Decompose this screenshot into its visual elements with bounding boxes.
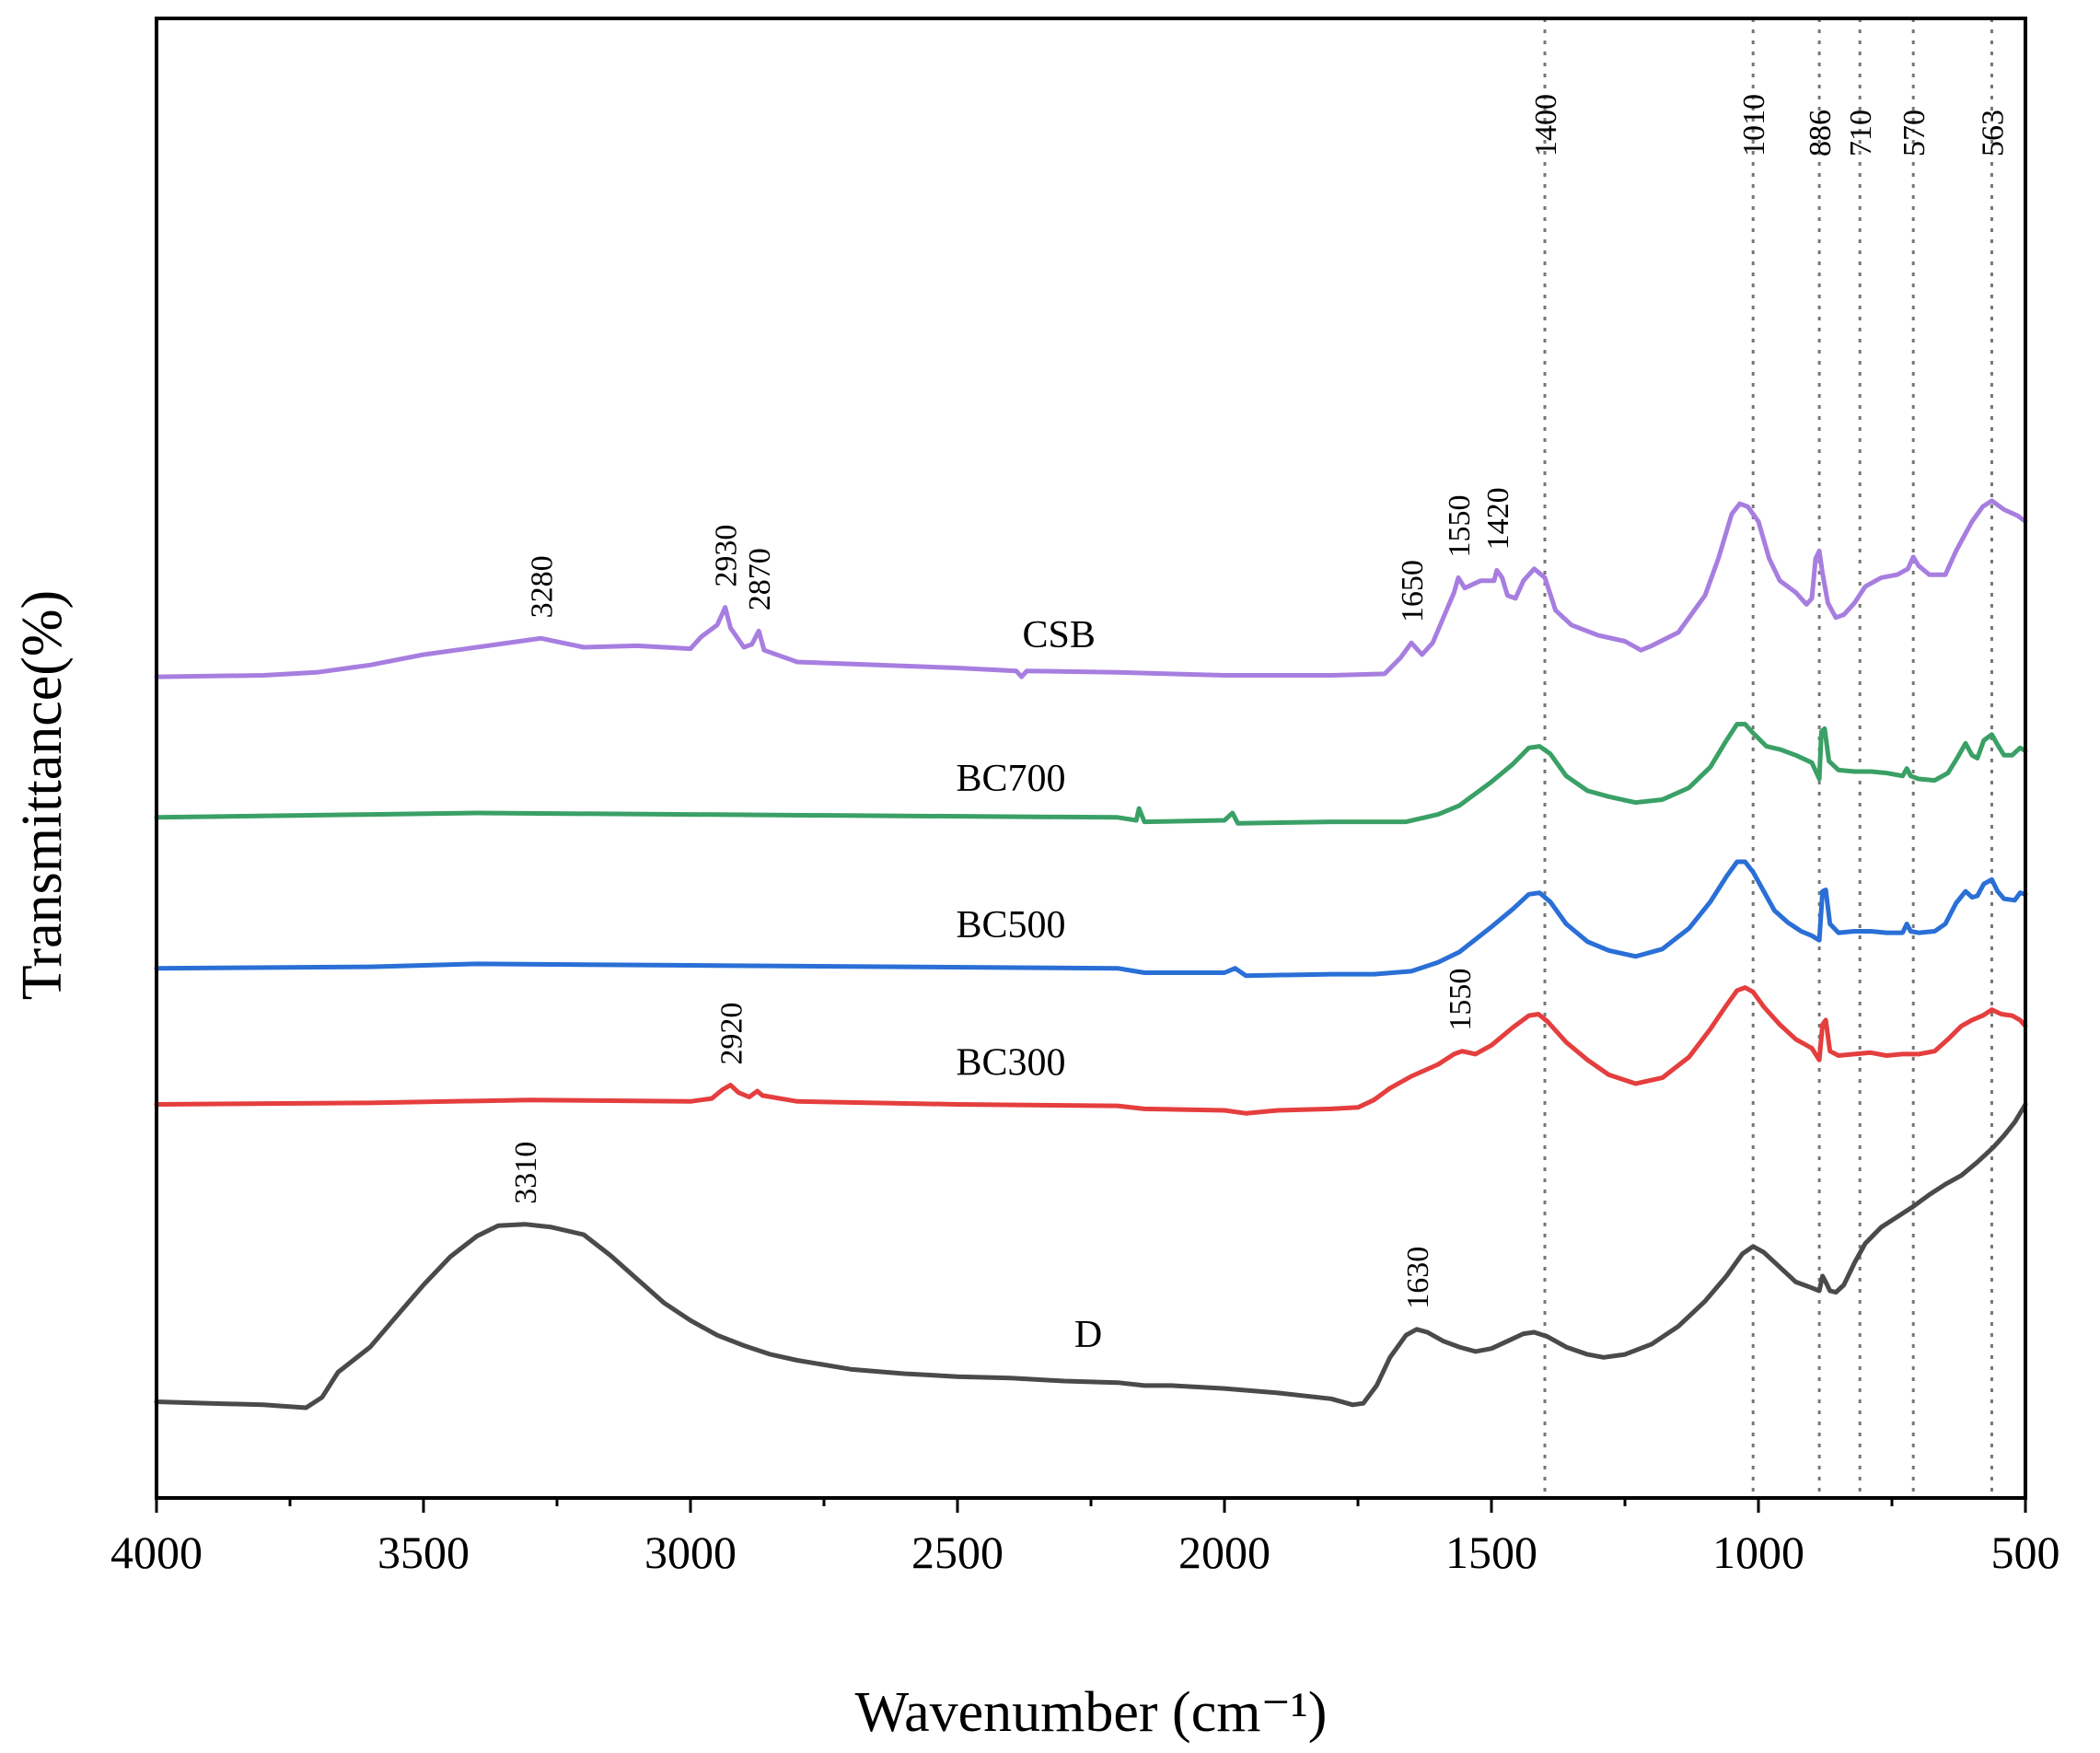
peak-label: 2920 <box>715 1003 749 1065</box>
x-axis-ticks: 4000 3500 3000 2500 2000 1500 1000 500 <box>110 1498 2060 1578</box>
x-tick-label: 500 <box>1991 1527 2060 1578</box>
reference-line-label: 563 <box>1976 110 2010 157</box>
series-label-csb: CSB <box>1023 614 1096 656</box>
peak-label: 3280 <box>526 555 560 618</box>
reference-line-label: 1400 <box>1529 94 1563 157</box>
peak-label: 2870 <box>743 548 777 610</box>
x-tick-label: 4000 <box>110 1527 203 1578</box>
x-axis-title: Wavenumber (cm⁻¹) <box>855 1681 1328 1744</box>
series-line-bc700 <box>154 722 2028 826</box>
y-axis-title: Transmittance(%) <box>11 590 74 1000</box>
peak-label: 2930 <box>710 525 744 587</box>
series-line-bc500 <box>154 859 2028 979</box>
peak-label: 1550 <box>1444 969 1478 1031</box>
series-label-bc700: BC700 <box>956 758 1065 800</box>
x-tick-label: 2500 <box>911 1527 1004 1578</box>
series-layer <box>154 498 2028 1411</box>
series-line-bc300 <box>154 985 2028 1116</box>
series-labels: CSB BC700 BC500 BC300 D <box>956 614 1102 1356</box>
series-label-d: D <box>1074 1314 1102 1356</box>
series-label-bc500: BC500 <box>956 904 1065 946</box>
reference-line-label: 1010 <box>1737 94 1771 157</box>
peak-label: 1650 <box>1396 560 1430 622</box>
series-line-d <box>154 1102 2028 1411</box>
x-tick-label: 2000 <box>1178 1527 1270 1578</box>
x-tick-label: 3500 <box>377 1527 470 1578</box>
series-line-csb <box>154 498 2028 679</box>
reference-line-label: 886 <box>1804 110 1838 157</box>
x-tick-label: 1000 <box>1712 1527 1804 1578</box>
reference-line-label: 570 <box>1897 110 1932 157</box>
reference-line-label: 710 <box>1844 110 1878 157</box>
peak-label: 1550 <box>1443 494 1477 557</box>
reference-lines: 1400 1010 886 710 570 563 <box>1529 18 2010 1498</box>
peak-label: 1420 <box>1481 487 1515 550</box>
peak-label: 3310 <box>509 1142 543 1204</box>
peak-label: 1630 <box>1401 1247 1435 1309</box>
x-tick-label: 3000 <box>644 1527 737 1578</box>
series-label-bc300: BC300 <box>956 1041 1065 1084</box>
x-tick-label: 1500 <box>1445 1527 1537 1578</box>
